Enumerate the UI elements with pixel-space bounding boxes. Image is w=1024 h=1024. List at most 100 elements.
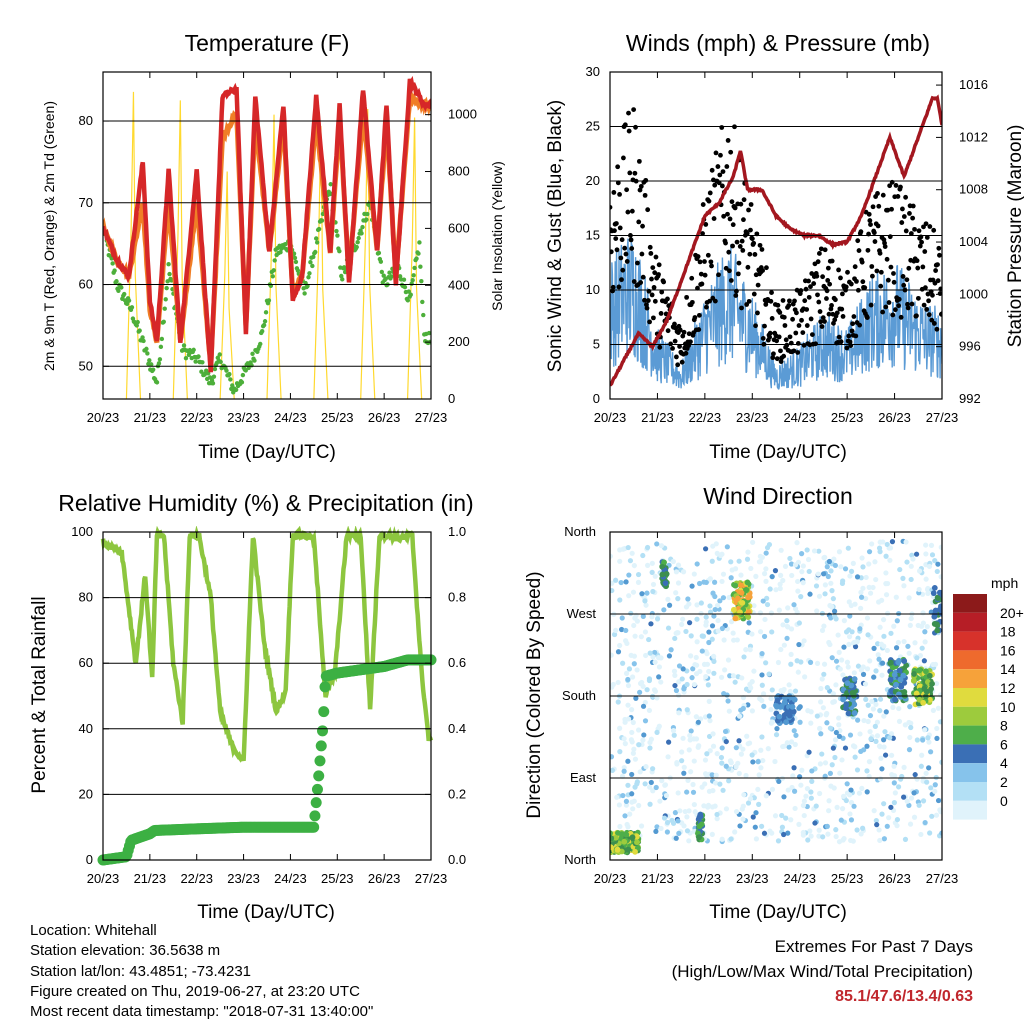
direction-point: [719, 578, 725, 585]
gust-point: [793, 330, 799, 336]
direction-point: [744, 579, 751, 586]
gust-point: [619, 237, 625, 243]
direction-point: [935, 705, 941, 711]
direction-point: [888, 804, 894, 810]
direction-point: [610, 587, 615, 594]
direction-point: [818, 731, 824, 737]
direction-point: [675, 580, 682, 586]
direction-point: [867, 729, 873, 735]
direction-point: [729, 567, 735, 573]
precipitation-point: [310, 797, 322, 809]
direction-point: [733, 809, 740, 815]
direction-point: [800, 829, 806, 836]
direction-point: [933, 812, 940, 818]
temperature-title: Temperature (F): [185, 30, 350, 56]
direction-point: [644, 590, 650, 596]
direction-point: [784, 635, 790, 641]
gust-point: [675, 362, 681, 368]
direction-point: [703, 622, 709, 628]
gust-point: [855, 238, 861, 244]
plot-frame: [102, 531, 432, 861]
direction-point: [858, 594, 865, 600]
direction-point: [779, 812, 785, 819]
direction-point: [929, 813, 935, 819]
dewpoint-point: [316, 226, 322, 232]
direction-point: [824, 720, 830, 726]
gust-point: [846, 333, 852, 339]
direction-point: [886, 815, 892, 821]
direction-point: [635, 579, 642, 585]
dewpoint-point: [210, 381, 216, 386]
direction-point: [854, 767, 861, 773]
gust-point: [850, 321, 856, 327]
gust-point: [840, 314, 846, 319]
direction-point: [807, 828, 813, 834]
gust-point: [811, 281, 817, 286]
gust-point: [843, 284, 849, 290]
gust-point: [829, 258, 835, 264]
direction-point: [923, 542, 929, 548]
direction-point: [654, 695, 660, 701]
direction-point: [656, 674, 662, 680]
direction-point: [877, 776, 884, 782]
x-tick-label: 23/23: [736, 871, 769, 886]
direction-point: [694, 561, 700, 567]
direction-point: [613, 577, 619, 583]
direction-point: [690, 666, 696, 672]
gust-point: [905, 301, 910, 307]
direction-point: [880, 660, 886, 666]
gust-point: [839, 306, 845, 312]
direction-point: [934, 627, 941, 634]
direction-point: [659, 563, 666, 570]
direction-point: [625, 544, 631, 551]
direction-point: [863, 595, 869, 602]
direction-point: [610, 835, 615, 842]
direction-point: [642, 699, 648, 706]
direction-point: [938, 574, 942, 580]
direction-point: [805, 556, 812, 563]
direction-point: [817, 790, 823, 797]
direction-point: [758, 747, 764, 753]
gust-point: [803, 286, 809, 292]
direction-point: [715, 628, 721, 634]
direction-point: [884, 610, 891, 616]
direction-point: [712, 579, 718, 585]
gust-point: [618, 255, 624, 261]
direction-point: [627, 811, 633, 817]
dewpoint-point: [240, 372, 246, 378]
gust-point: [885, 277, 891, 283]
direction-point: [642, 598, 648, 604]
gust-point: [862, 285, 868, 291]
direction-panel: Wind Direction 20/23 21/23 22/23 23/23 24/23…: [524, 483, 1024, 923]
direction-point: [721, 690, 727, 697]
direction-point: [872, 723, 878, 729]
legend-swatch: [953, 631, 987, 651]
direction-point: [634, 839, 640, 846]
direction-point: [878, 755, 884, 761]
gust-point: [769, 290, 774, 296]
y2-tick-label: 996: [959, 339, 981, 354]
direction-point: [932, 788, 938, 794]
direction-point: [847, 613, 853, 619]
dewpoint-point: [249, 363, 254, 368]
gust-point: [906, 265, 912, 271]
direction-point: [911, 790, 917, 796]
direction-point: [833, 658, 840, 664]
direction-point: [623, 831, 630, 838]
dewpoint-point: [191, 347, 196, 353]
direction-point: [907, 821, 914, 827]
precipitation-point: [315, 740, 327, 752]
gust-point: [752, 252, 758, 257]
y-tick-label: 80: [79, 113, 93, 128]
direction-point: [837, 666, 843, 672]
direction-point: [926, 672, 933, 679]
direction-point: [640, 552, 646, 559]
direction-point: [852, 754, 858, 760]
direction-point: [766, 671, 772, 677]
gust-point: [910, 215, 916, 221]
direction-point: [851, 803, 857, 809]
direction-point: [791, 765, 797, 771]
dewpoint-point: [126, 298, 132, 303]
direction-point: [832, 562, 838, 569]
gust-point: [751, 240, 757, 246]
